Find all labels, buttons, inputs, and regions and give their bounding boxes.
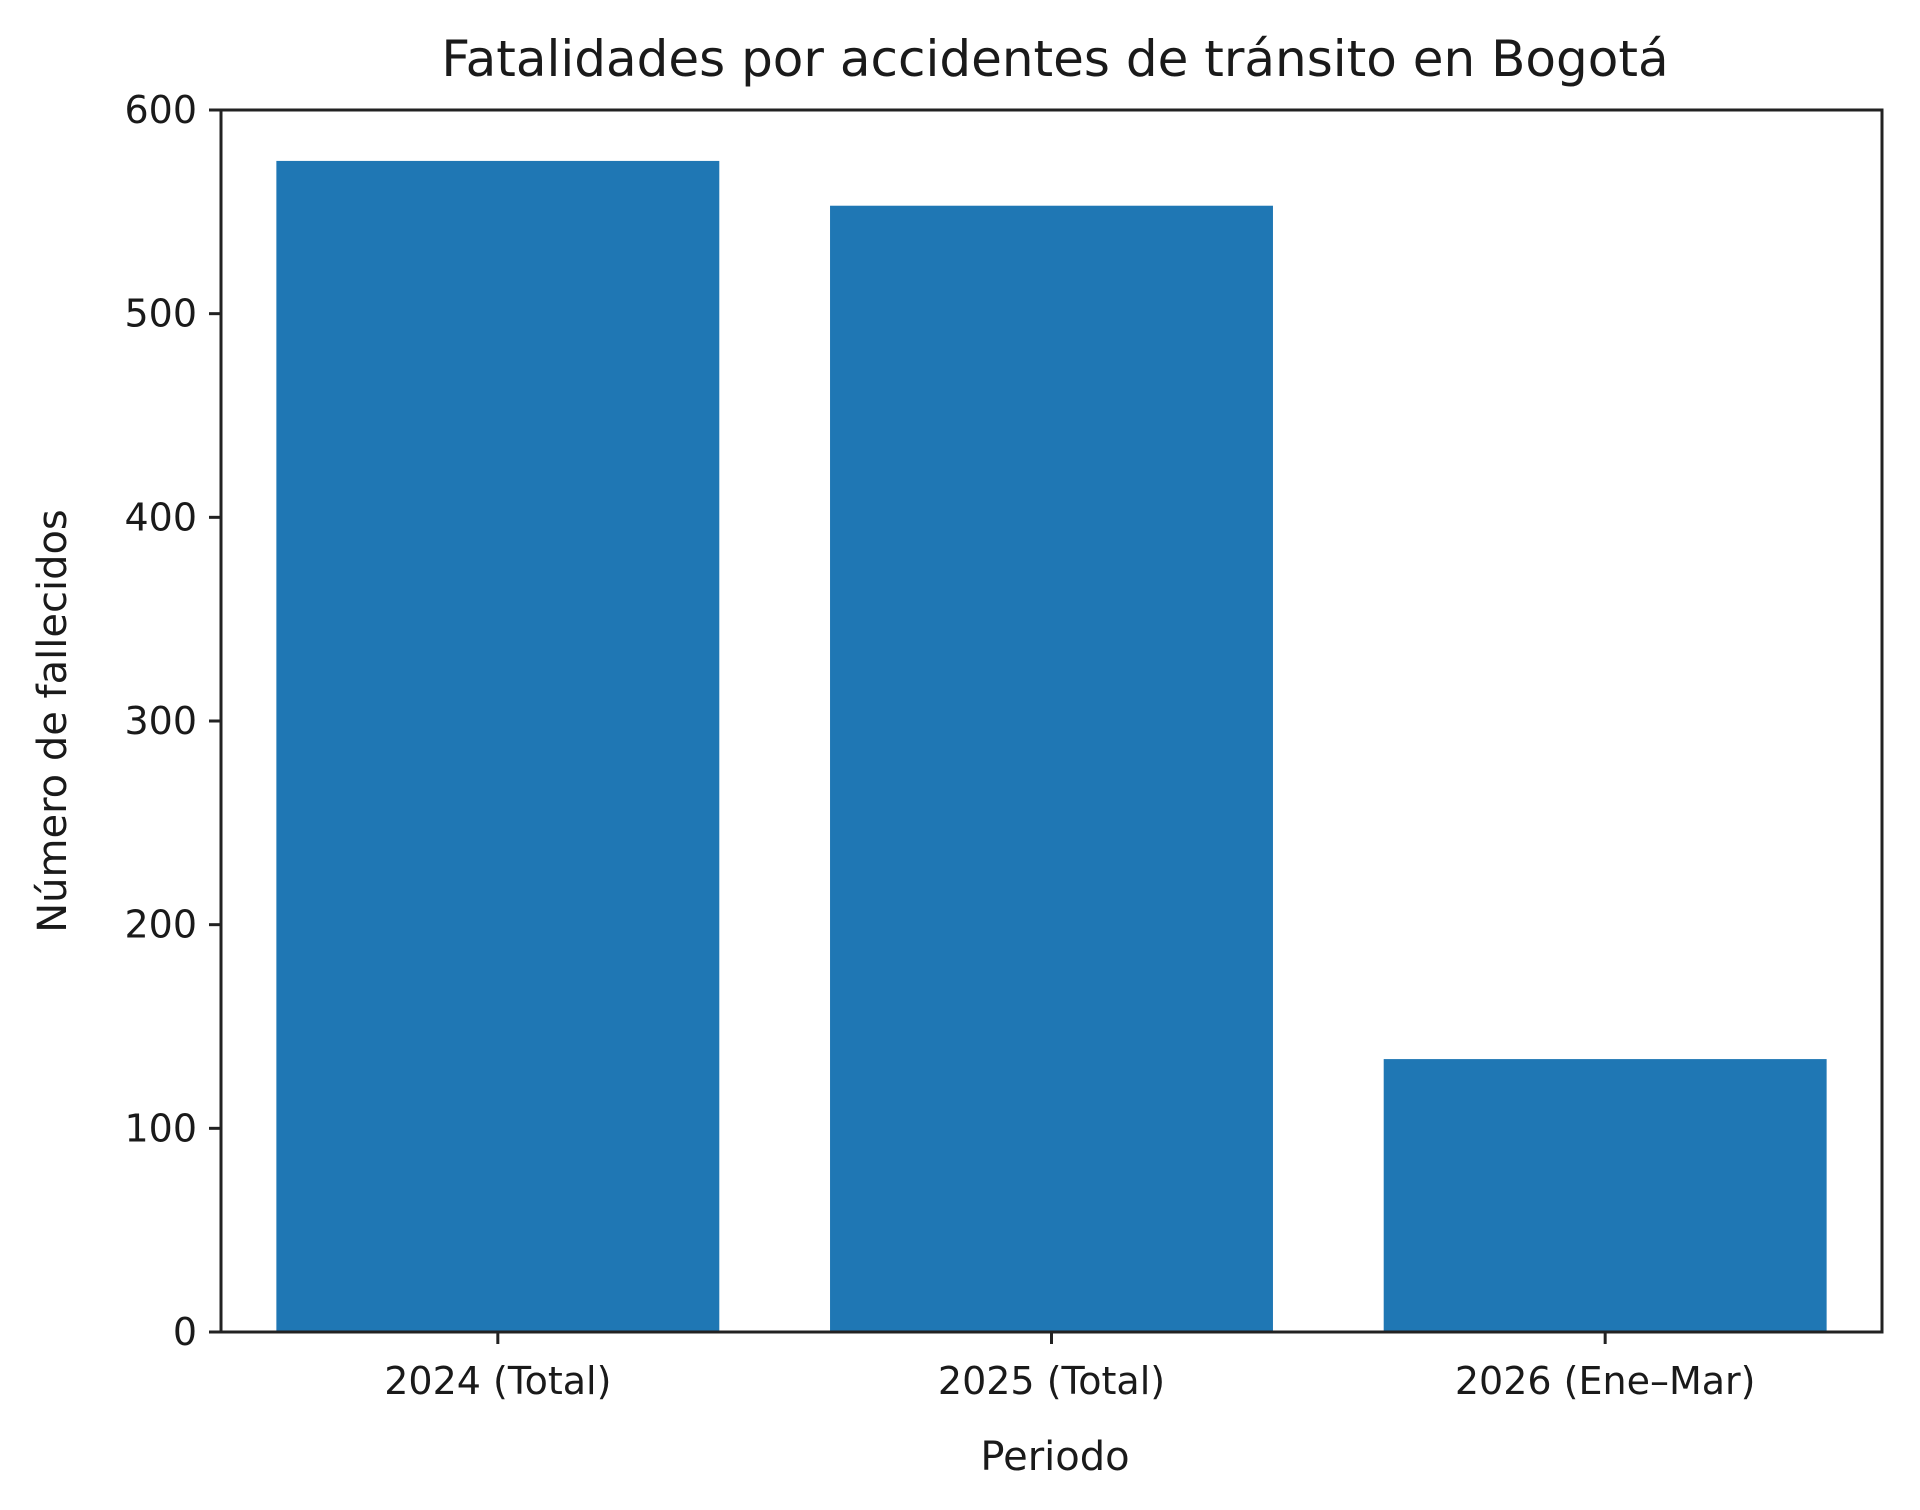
y-tick-label-6: 600 bbox=[124, 88, 197, 132]
y-tick-label-4: 400 bbox=[124, 495, 197, 539]
bars-group bbox=[276, 160, 1827, 1333]
x-tick-label-1: 2025 (Total) bbox=[938, 1359, 1165, 1403]
bar-0 bbox=[276, 160, 720, 1333]
x-axis-label: Periodo bbox=[980, 1434, 1129, 1480]
y-tick-label-3: 300 bbox=[124, 699, 197, 743]
y-tick-label-5: 500 bbox=[124, 292, 197, 336]
y-tick-label-2: 200 bbox=[124, 903, 197, 947]
y-tick-label-0: 0 bbox=[173, 1310, 197, 1354]
bar-2 bbox=[1383, 1059, 1827, 1332]
chart-title: Fatalidades por accidentes de tránsito e… bbox=[441, 30, 1668, 88]
x-tick-label-2: 2026 (Ene–Mar) bbox=[1455, 1359, 1756, 1403]
y-tick-label-1: 100 bbox=[124, 1106, 197, 1150]
x-axis: 2024 (Total) 2025 (Total) 2026 (Ene–Mar) bbox=[384, 1332, 1755, 1403]
x-tick-label-0: 2024 (Total) bbox=[384, 1359, 611, 1403]
y-axis-label: Número de fallecidos bbox=[30, 509, 76, 933]
y-axis: 0 100 200 300 400 500 600 bbox=[124, 88, 221, 1354]
bar-1 bbox=[830, 205, 1273, 1332]
